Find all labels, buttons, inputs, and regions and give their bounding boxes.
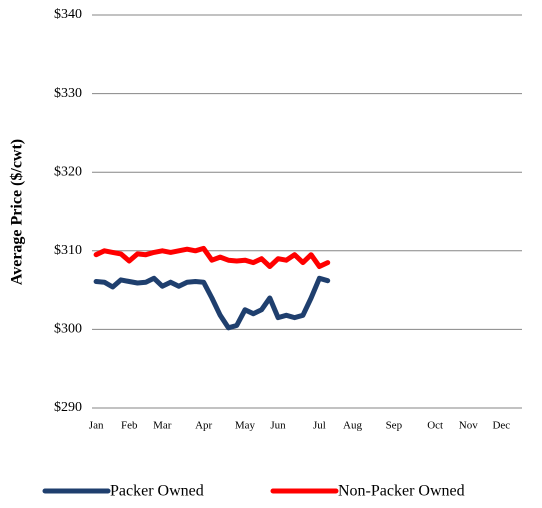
series-line [93, 245, 331, 269]
legend-label: Packer Owned [110, 483, 204, 500]
x-tick-label: Sep [386, 420, 403, 432]
y-tick-label: $310 [54, 243, 82, 258]
legend-label: Non-Packer Owned [338, 483, 465, 500]
y-axis-title: Average Price ($/cwt) [9, 139, 26, 285]
x-tick-label: May [235, 420, 256, 432]
x-tick-label: Dec [492, 420, 510, 432]
x-tick-label: Jul [313, 420, 326, 432]
y-tick-label: $340 [54, 7, 82, 22]
y-tick-label: $320 [54, 164, 82, 179]
y-tick-label: $330 [54, 86, 82, 101]
y-tick-label: $300 [54, 322, 82, 337]
x-tick-label: Nov [459, 420, 478, 432]
x-tick-label: Feb [121, 420, 138, 432]
x-tick-label: Jun [270, 420, 286, 432]
x-tick-label: Jan [89, 420, 104, 432]
x-tick-label: Mar [153, 420, 172, 432]
series-line [93, 275, 331, 331]
x-tick-label: Aug [343, 420, 362, 432]
y-tick-label: $290 [54, 400, 82, 415]
x-tick-label: Apr [195, 420, 212, 432]
x-tick-label: Oct [427, 420, 443, 432]
